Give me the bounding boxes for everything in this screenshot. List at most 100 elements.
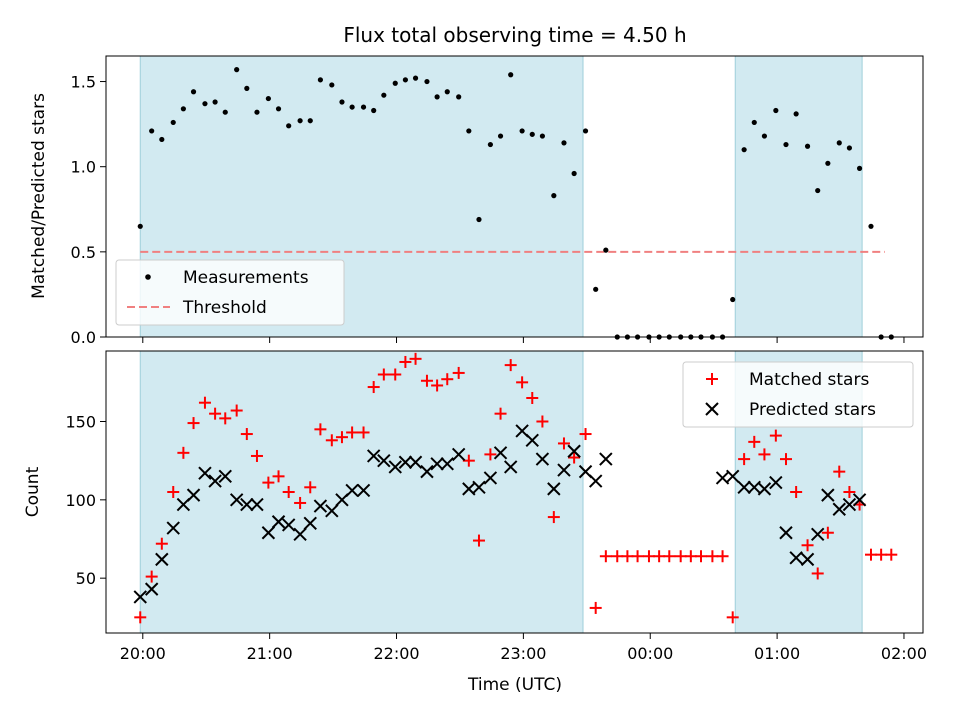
- top-y-tick-label: 1.5: [71, 73, 96, 92]
- bottom-x-tick-label: 23:00: [500, 644, 546, 663]
- matched-stars-point: [399, 355, 412, 368]
- measurements-point: [170, 119, 176, 126]
- matched-stars-point: [155, 537, 168, 550]
- predicted-stars-point: [430, 457, 444, 471]
- matched-stars-point: [674, 550, 687, 563]
- measurements-point: [402, 77, 408, 83]
- measurements-point: [297, 118, 303, 124]
- matched-stars-point: [716, 550, 729, 563]
- predicted-stars-point: [832, 502, 846, 516]
- predicted-stars-point: [483, 471, 498, 485]
- matched-stars-point: [864, 548, 877, 561]
- predicted-stars-point: [366, 449, 381, 463]
- measurements-point: [317, 77, 323, 83]
- predicted-stars-point: [218, 469, 232, 484]
- predicted-stars-point: [144, 582, 159, 596]
- measurements-point: [846, 145, 853, 151]
- predicted-stars-point: [398, 455, 413, 469]
- measurements-point: [551, 193, 557, 199]
- matched-stars-point: [821, 526, 834, 539]
- bottom-y-axis-label: Count: [23, 466, 43, 517]
- matched-stars-point: [516, 376, 529, 389]
- measurements-point: [339, 99, 345, 105]
- matched-stars-point: [843, 486, 856, 498]
- top-y-tick-label: 0.0: [71, 328, 96, 347]
- bottom-x-tick-label: 00:00: [627, 644, 673, 663]
- predicted-stars-point: [313, 499, 328, 513]
- predicted-stars-point: [525, 433, 539, 448]
- predicted-stars-point: [408, 455, 423, 469]
- matched-stars-point: [325, 434, 338, 447]
- measurements-point: [561, 140, 567, 146]
- legend-predicted-marker: [705, 402, 719, 416]
- matched-stars-point: [145, 570, 158, 583]
- predicted-stars-point: [557, 463, 571, 477]
- matched-stars-point: [441, 373, 454, 386]
- measurements-point: [329, 82, 335, 88]
- matched-stars-point: [177, 446, 190, 459]
- predicted-stars-point: [388, 460, 402, 474]
- matched-stars-point: [621, 550, 634, 563]
- predicted-stars-point: [451, 447, 466, 462]
- predicted-stars-point: [293, 527, 307, 542]
- matched-stars-point: [801, 539, 814, 552]
- predicted-stars-point: [208, 474, 222, 488]
- chart-title: Flux total observing time = 4.50 h: [343, 23, 686, 47]
- top-shaded-interval: [734, 55, 863, 338]
- predicted-stars-point: [779, 526, 793, 540]
- matched-stars-point: [377, 368, 390, 381]
- bottom-panel: 50 100 150 20:00 21:00 22:00 23:00 00:00 01:00 02…: [23, 350, 927, 695]
- matched-stars-point: [431, 379, 444, 392]
- bottom-y-tick-label: 100: [65, 491, 96, 510]
- matched-stars-point: [547, 511, 560, 524]
- measurements-point: [159, 136, 165, 143]
- matched-stars-point: [367, 381, 380, 394]
- measurements-point: [761, 133, 768, 139]
- measurements-point: [254, 109, 260, 115]
- matched-stars-point: [134, 611, 147, 624]
- measurements-point: [529, 131, 535, 137]
- measurements-point: [571, 170, 577, 177]
- matched-stars-point: [409, 352, 422, 365]
- measurements-point: [275, 106, 282, 112]
- matched-stars-point: [589, 601, 602, 614]
- top-panel: 0.0 0.5 1.0 1.5 Matched/Predicted stars Mea…: [29, 55, 924, 347]
- matched-stars-point: [875, 548, 888, 561]
- matched-stars-point: [462, 454, 475, 467]
- legend-matched-label: Matched stars: [749, 370, 869, 390]
- matched-stars-point: [294, 496, 307, 509]
- matched-stars-point: [357, 426, 370, 439]
- measurements-point: [190, 89, 197, 95]
- top-legend-box: [115, 259, 345, 326]
- matched-stars-point: [484, 448, 497, 461]
- measurements-point: [868, 223, 874, 229]
- measurements-point: [456, 94, 462, 100]
- matched-stars-point: [335, 431, 348, 444]
- matched-stars-point: [758, 448, 771, 461]
- matched-stars-point: [663, 550, 676, 563]
- top-axes-frame: [105, 55, 924, 338]
- matched-stars-point: [526, 392, 539, 404]
- matched-stars-point: [885, 548, 898, 561]
- bottom-legend: Matched stars Predicted stars: [682, 361, 914, 428]
- matched-stars-point: [504, 359, 517, 372]
- top-y-axis-label: Matched/Predicted stars: [29, 93, 49, 299]
- matched-stars-point: [833, 465, 846, 478]
- matched-stars-point: [494, 407, 507, 420]
- measurements-point: [476, 216, 482, 223]
- predicted-stars-point: [345, 483, 359, 498]
- measurements-point: [265, 95, 271, 102]
- matched-stars-point: [250, 449, 263, 462]
- measurements-point: [730, 296, 736, 303]
- measurements-point: [741, 147, 747, 153]
- predicted-stars-point: [588, 474, 603, 488]
- predicted-stars-point: [757, 482, 772, 496]
- top-y-tick-label: 1.0: [71, 158, 96, 177]
- measurements-point: [539, 133, 546, 139]
- predicted-stars-point: [186, 488, 201, 502]
- predicted-stars-point: [599, 452, 613, 466]
- predicted-stars-point: [240, 497, 254, 512]
- matched-stars-point: [811, 567, 824, 580]
- predicted-stars-point: [737, 480, 751, 495]
